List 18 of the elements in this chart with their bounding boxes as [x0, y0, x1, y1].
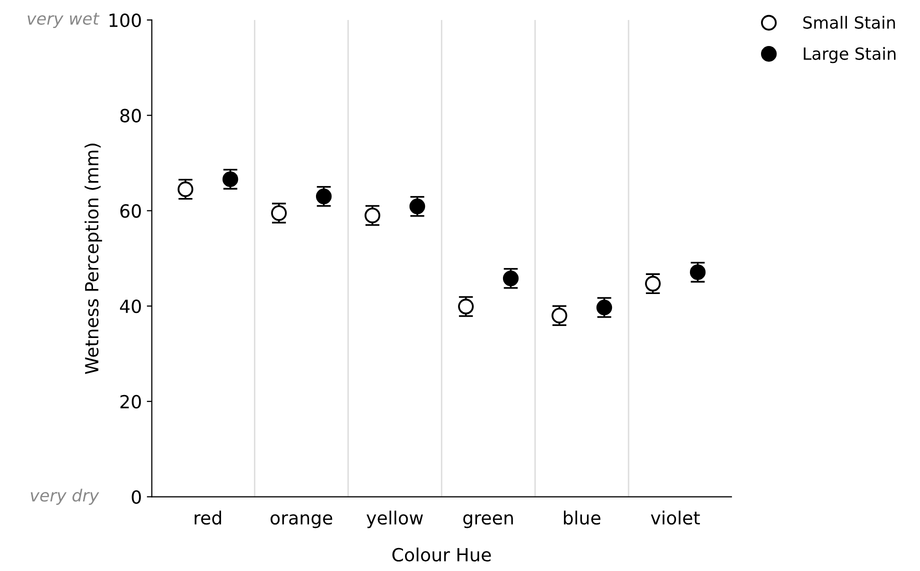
text: very wet: [28, 12, 100, 28]
y-tick-label: 20: [120, 394, 141, 409]
x-tick-label: green: [463, 514, 513, 528]
y-tick-label: 100: [110, 13, 141, 28]
y-axis-title: Wetness Perception (mm): [84, 144, 102, 374]
y-tick-label: 80: [120, 108, 141, 122]
legend-label: Small Stain: [803, 16, 895, 29]
x-tick-label: yellow: [366, 510, 423, 528]
y-tick-label: 60: [120, 204, 141, 218]
y-tick-label: 40: [120, 300, 141, 314]
text: very dry: [30, 488, 100, 505]
x-tick-label: orange: [270, 514, 332, 528]
x-tick-label: violet: [650, 510, 700, 525]
x-tick-label: blue: [564, 510, 600, 525]
x-tick-label: red: [194, 510, 222, 525]
y-tick-label: 0: [132, 490, 141, 504]
legend-label: Large Stain: [804, 47, 896, 64]
x-axis-title: Colour Hue: [392, 548, 491, 562]
